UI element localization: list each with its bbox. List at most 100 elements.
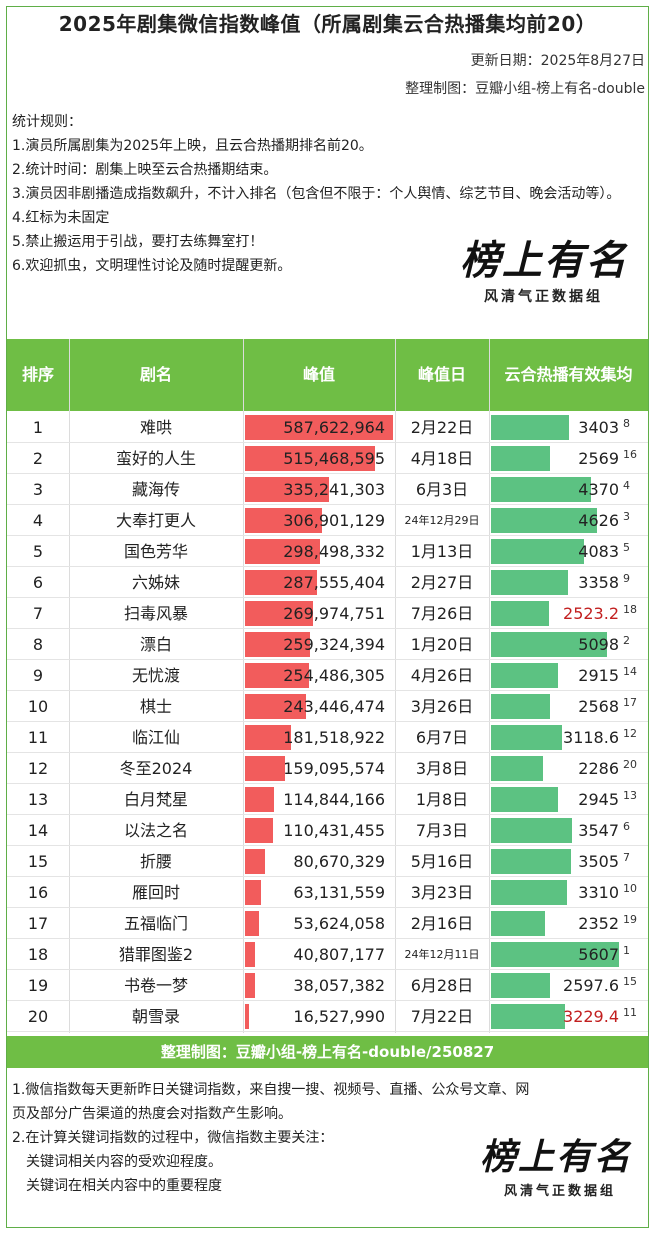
made-by: 整理制图：豆瓣小组-榜上有名-double bbox=[405, 81, 645, 97]
yunhe-bar bbox=[491, 911, 545, 936]
yunhe-value: 4370 bbox=[578, 480, 619, 499]
rank-cell: 3 bbox=[32, 480, 44, 499]
peak-bar bbox=[245, 694, 307, 719]
yunhe-value: 3505 bbox=[578, 852, 619, 871]
peak-bar bbox=[245, 601, 313, 626]
rank-cell: 13 bbox=[27, 790, 49, 809]
yunhe-rank: 4 bbox=[623, 479, 630, 492]
peak-bar bbox=[245, 756, 286, 781]
drama-cell: 六姊妹 bbox=[131, 573, 180, 592]
rule-5: 5.禁止搬运用于引战，要打去练舞室打！ bbox=[12, 234, 264, 250]
peak-day-cell: 6月28日 bbox=[410, 976, 474, 995]
rule-1: 1.演员所属剧集为2025年上映，且云合热播期排名前20。 bbox=[12, 138, 373, 154]
logo-top: 榜上有名 风清气正数据组 bbox=[460, 228, 640, 306]
peak-day-cell: 6月3日 bbox=[415, 480, 469, 499]
table-row: 6 六姊妹 287,555,404 2月27日 3358 9 bbox=[7, 567, 648, 598]
rank-cell: 6 bbox=[32, 573, 44, 592]
yunhe-value: 5098 bbox=[578, 635, 619, 654]
yunhe-value: 3229.4 bbox=[563, 1007, 619, 1026]
logo-title: 榜上有名 bbox=[480, 1136, 633, 1178]
rank-cell: 14 bbox=[27, 821, 49, 840]
table-row: 14 以法之名 110,431,455 7月3日 3547 6 bbox=[7, 815, 648, 846]
yunhe-value: 3310 bbox=[578, 883, 619, 902]
yunhe-bar bbox=[491, 477, 591, 502]
table-row: 18 猎罪图鉴2 40,807,177 24年12月11日 5607 1 bbox=[7, 939, 648, 970]
rank-cell: 16 bbox=[27, 883, 49, 902]
rule-4: 4.红标为未固定 bbox=[12, 210, 110, 226]
rank-cell: 9 bbox=[32, 666, 44, 685]
table-row: 15 折腰 80,670,329 5月16日 3505 7 bbox=[7, 846, 648, 877]
peak-day-cell: 24年12月29日 bbox=[404, 514, 480, 527]
drama-cell: 冬至2024 bbox=[119, 759, 193, 778]
rule-3: 3.演员因非剧播造成指数飙升，不计入排名（包含但不限于：个人舆情、综艺节目、晚会… bbox=[12, 186, 621, 202]
peak-value: 306,901,129 bbox=[283, 511, 385, 530]
drama-cell: 猎罪图鉴2 bbox=[118, 945, 194, 964]
peak-day-cell: 7月26日 bbox=[410, 604, 474, 623]
peak-value: 254,486,305 bbox=[283, 666, 385, 685]
yunhe-value: 2286 bbox=[578, 759, 619, 778]
yunhe-bar bbox=[491, 849, 571, 874]
note-1b: 页及部分广告渠道的热度会对指数产生影响。 bbox=[12, 1106, 292, 1122]
col-peak: 峰值 bbox=[302, 365, 335, 384]
drama-cell: 扫毒风暴 bbox=[123, 604, 188, 623]
yunhe-rank: 13 bbox=[623, 789, 637, 802]
rank-cell: 20 bbox=[27, 1007, 49, 1026]
yunhe-bar bbox=[491, 787, 559, 812]
peak-bar bbox=[245, 539, 321, 564]
table-row: 7 扫毒风暴 269,974,751 7月26日 2523.2 18 bbox=[7, 598, 648, 629]
col-drama: 剧名 bbox=[139, 365, 172, 384]
yunhe-rank: 16 bbox=[623, 448, 637, 461]
note-4: 关键词在相关内容中的重要程度 bbox=[26, 1178, 222, 1194]
drama-cell: 难哄 bbox=[139, 418, 172, 437]
yunhe-rank: 7 bbox=[623, 851, 630, 864]
table-row: 13 白月梵星 114,844,166 1月8日 2945 13 bbox=[7, 784, 648, 815]
col-peak-day: 峰值日 bbox=[417, 365, 466, 384]
peak-value: 80,670,329 bbox=[293, 852, 385, 871]
yunhe-value: 3547 bbox=[578, 821, 619, 840]
yunhe-value: 2945 bbox=[578, 790, 619, 809]
peak-value: 114,844,166 bbox=[283, 790, 385, 809]
note-1: 1.微信指数每天更新昨日关键词指数，来自搜一搜、视频号、直播、公众号文章、网 bbox=[12, 1082, 530, 1098]
yunhe-value: 2569 bbox=[578, 449, 619, 468]
divider bbox=[69, 339, 70, 1033]
table-row: 11 临江仙 181,518,922 6月7日 3118.6 12 bbox=[7, 722, 648, 753]
divider bbox=[489, 339, 490, 1033]
peak-value: 110,431,455 bbox=[283, 821, 385, 840]
logo-subtitle: 风清气正数据组 bbox=[504, 1184, 617, 1199]
peak-day-cell: 4月18日 bbox=[410, 449, 474, 468]
drama-cell: 无忧渡 bbox=[131, 666, 180, 685]
peak-day-cell: 3月23日 bbox=[410, 883, 474, 902]
yunhe-bar bbox=[491, 694, 550, 719]
peak-value: 298,498,332 bbox=[283, 542, 385, 561]
peak-bar bbox=[245, 1004, 250, 1029]
yunhe-rank: 12 bbox=[623, 727, 637, 740]
yunhe-value: 2523.2 bbox=[563, 604, 619, 623]
peak-day-cell: 3月8日 bbox=[415, 759, 469, 778]
yunhe-value: 5607 bbox=[578, 945, 619, 964]
peak-day-cell: 2月16日 bbox=[410, 914, 474, 933]
peak-bar bbox=[245, 415, 393, 440]
drama-cell: 临江仙 bbox=[131, 728, 180, 747]
page-frame bbox=[6, 6, 649, 1228]
drama-cell: 书卷一梦 bbox=[123, 976, 188, 995]
peak-day-cell: 2月22日 bbox=[410, 418, 474, 437]
yunhe-rank: 3 bbox=[623, 510, 630, 523]
peak-bar bbox=[245, 942, 256, 967]
peak-value: 287,555,404 bbox=[283, 573, 385, 592]
peak-bar bbox=[245, 818, 273, 843]
rules-section: 统计规则： 1.演员所属剧集为2025年上映，且云合热播期排名前20。 2.统计… bbox=[12, 110, 620, 278]
drama-cell: 五福临门 bbox=[123, 914, 188, 933]
rank-cell: 18 bbox=[27, 945, 49, 964]
yunhe-bar bbox=[491, 725, 563, 750]
peak-bar bbox=[245, 880, 261, 905]
table-row: 5 国色芳华 298,498,332 1月13日 4083 5 bbox=[7, 536, 648, 567]
notes-section: 1.微信指数每天更新昨日关键词指数，来自搜一搜、视频号、直播、公众号文章、网 页… bbox=[12, 1078, 642, 1198]
table-row: 2 蛮好的人生 515,468,595 4月18日 2569 16 bbox=[7, 443, 648, 474]
divider bbox=[243, 339, 244, 1033]
update-date: 更新日期：2025年8月27日 bbox=[470, 53, 645, 69]
peak-day-cell: 2月27日 bbox=[410, 573, 474, 592]
table-row: 17 五福临门 53,624,058 2月16日 2352 19 bbox=[7, 908, 648, 939]
peak-value: 40,807,177 bbox=[293, 945, 385, 964]
yunhe-rank: 6 bbox=[623, 820, 630, 833]
yunhe-value: 4083 bbox=[578, 542, 619, 561]
